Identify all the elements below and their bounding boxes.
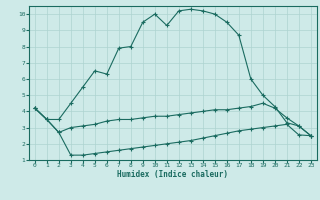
X-axis label: Humidex (Indice chaleur): Humidex (Indice chaleur) [117,170,228,179]
